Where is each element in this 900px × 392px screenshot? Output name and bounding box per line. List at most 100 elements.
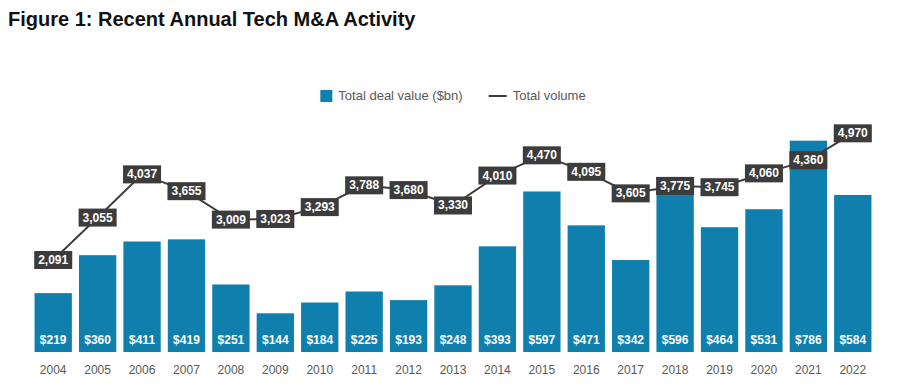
bar xyxy=(568,225,605,352)
x-tick-label: 2007 xyxy=(173,363,200,377)
x-tick-label: 2011 xyxy=(351,363,377,377)
bar xyxy=(212,285,249,352)
x-tick-label: 2018 xyxy=(662,363,689,377)
data-labels: $219$360$411$419$251$144$184$225$193$248… xyxy=(34,124,872,347)
legend: Total deal value ($bn) Total volume xyxy=(320,88,585,103)
bar-label: $144 xyxy=(262,333,289,347)
line-label: 3,788 xyxy=(349,178,379,192)
bar xyxy=(79,255,116,352)
bar xyxy=(834,195,871,352)
bar-label: $360 xyxy=(84,333,111,347)
x-tick-label: 2016 xyxy=(573,363,600,377)
bar xyxy=(434,285,471,352)
x-tick-label: 2008 xyxy=(218,363,245,377)
bar xyxy=(35,293,72,352)
line-label-box xyxy=(567,163,605,181)
bar-label: $193 xyxy=(395,333,422,347)
bar-label: $393 xyxy=(484,333,511,347)
line-label: 4,470 xyxy=(527,148,557,162)
bar-label: $411 xyxy=(129,333,155,347)
line-label: 4,360 xyxy=(793,153,823,167)
bar-label: $419 xyxy=(173,333,200,347)
line-label-box xyxy=(834,124,872,142)
bar xyxy=(390,300,427,352)
line-label: 3,655 xyxy=(171,184,201,198)
line-label: 3,680 xyxy=(394,183,424,197)
line-label: 3,745 xyxy=(705,180,735,194)
x-tick-label: 2006 xyxy=(129,363,156,377)
legend-label: Total deal value ($bn) xyxy=(338,88,462,103)
line-label: 3,293 xyxy=(305,200,335,214)
x-tick-label: 2009 xyxy=(262,363,289,377)
line-label-box xyxy=(789,151,827,169)
x-tick-label: 2004 xyxy=(40,363,67,377)
x-tick-label: 2013 xyxy=(440,363,467,377)
line xyxy=(53,133,853,260)
x-tick-label: 2015 xyxy=(528,363,555,377)
line-label-box xyxy=(612,184,650,202)
bar-label: $342 xyxy=(617,333,644,347)
x-tick-label: 2012 xyxy=(395,363,422,377)
bar xyxy=(656,192,693,352)
line-label: 3,775 xyxy=(660,179,690,193)
bar-label: $219 xyxy=(40,333,67,347)
chart-title: Figure 1: Recent Annual Tech M&A Activit… xyxy=(8,8,416,30)
bar-label: $786 xyxy=(795,333,822,347)
line-label-box xyxy=(34,251,72,269)
x-axis: 2004200520062007200820092010201120122013… xyxy=(40,363,867,377)
line-label: 3,605 xyxy=(616,186,646,200)
line-label-box xyxy=(701,178,739,196)
bar-label: $471 xyxy=(573,333,600,347)
bar xyxy=(123,241,160,352)
line-label-box xyxy=(123,165,161,183)
line-label-box xyxy=(523,146,561,164)
line-label-box xyxy=(478,167,516,185)
x-tick-label: 2022 xyxy=(839,363,866,377)
bar-label: $597 xyxy=(528,333,555,347)
line-label-box xyxy=(345,176,383,194)
line-label: 2,091 xyxy=(38,253,68,267)
bar xyxy=(523,191,560,352)
x-tick-label: 2014 xyxy=(484,363,511,377)
line-label-box xyxy=(390,181,428,199)
bar xyxy=(168,239,205,352)
line-label: 4,037 xyxy=(127,167,157,181)
line-label: 4,095 xyxy=(571,165,601,179)
line-label-box xyxy=(434,196,472,214)
bar-label: $584 xyxy=(839,333,866,347)
line-label-box xyxy=(256,210,294,228)
bar-label: $248 xyxy=(440,333,467,347)
bar xyxy=(301,303,338,352)
line-label-box xyxy=(212,211,250,229)
line-label: 4,010 xyxy=(482,169,512,183)
line-label-box xyxy=(656,177,694,195)
bar-label: $596 xyxy=(662,333,689,347)
bar-label: $464 xyxy=(706,333,733,347)
x-tick-label: 2005 xyxy=(84,363,111,377)
line-label-box xyxy=(79,209,117,227)
line-label: 4,060 xyxy=(749,166,779,180)
x-tick-label: 2017 xyxy=(617,363,644,377)
line-label-box xyxy=(745,164,783,182)
bar-label: $251 xyxy=(218,333,245,347)
x-tick-label: 2021 xyxy=(795,363,822,377)
bar xyxy=(701,227,738,352)
bar xyxy=(790,141,827,352)
line-label-box xyxy=(167,182,205,200)
x-tick-label: 2020 xyxy=(751,363,778,377)
line-label: 4,970 xyxy=(838,126,868,140)
line-label-box xyxy=(301,198,339,216)
chart-root: Figure 1: Recent Annual Tech M&A Activit… xyxy=(0,0,900,392)
bar xyxy=(257,313,294,352)
line-label: 3,330 xyxy=(438,198,468,212)
bar xyxy=(745,209,782,352)
legend-label: Total volume xyxy=(513,88,586,103)
legend-swatch xyxy=(489,95,507,97)
legend-swatch xyxy=(320,90,332,102)
bar-label: $225 xyxy=(351,333,378,347)
bar xyxy=(479,246,516,352)
x-tick-label: 2019 xyxy=(706,363,733,377)
bar xyxy=(346,292,383,353)
line-label: 3,009 xyxy=(216,213,246,227)
bar xyxy=(612,260,649,352)
